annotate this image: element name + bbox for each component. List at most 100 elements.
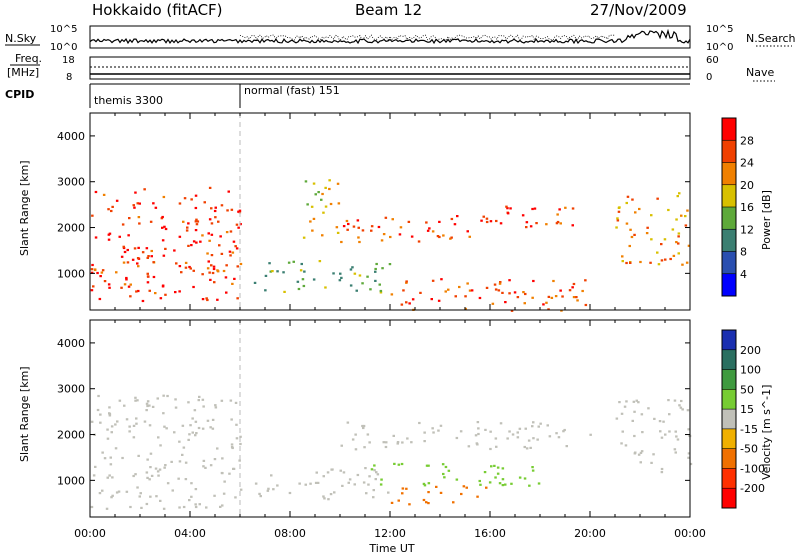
x-tick-label: 00:00 xyxy=(74,527,106,540)
scatter-cell xyxy=(258,492,261,495)
scatter-cell xyxy=(439,491,443,494)
colorbar-tick-label: 100 xyxy=(740,364,761,377)
colorbar-tick-label: 15 xyxy=(740,403,754,416)
scatter-cell xyxy=(450,217,454,221)
scatter-cell xyxy=(660,436,664,439)
scatter-cell xyxy=(618,206,621,209)
scatter-cell xyxy=(532,279,535,283)
scatter-cell xyxy=(184,478,188,481)
scatter-cell xyxy=(511,433,515,436)
scatter-cell xyxy=(377,225,381,229)
scatter-cell xyxy=(572,296,576,299)
scatter-cell xyxy=(454,295,457,298)
scatter-cell xyxy=(676,438,680,441)
nsky-trace xyxy=(89,28,691,45)
scatter-cell xyxy=(287,261,291,264)
scatter-cell xyxy=(194,434,197,437)
scatter-cell xyxy=(108,406,111,409)
scatter-cell xyxy=(201,398,205,401)
scatter-cell xyxy=(523,302,526,305)
scatter-cell xyxy=(202,459,206,462)
scatter-cell xyxy=(427,464,430,467)
scatter-cell xyxy=(452,501,455,504)
scatter-cell xyxy=(206,298,209,302)
scatter-cell xyxy=(354,448,358,451)
scatter-cell xyxy=(687,452,691,455)
nsky-strip: N.Sky 10^5 10^0 10^5 10^0 N.Search xyxy=(5,24,796,53)
scatter-cell xyxy=(442,472,445,476)
scatter-cell xyxy=(528,484,531,487)
scatter-cell xyxy=(501,478,505,481)
cpid-strip: CPID themis 3300 normal (fast) 151 xyxy=(5,83,690,108)
scatter-cell xyxy=(466,282,469,285)
scatter-cell xyxy=(621,255,624,258)
scatter-cell xyxy=(498,482,502,485)
scatter-cell xyxy=(304,483,307,486)
scatter-cell xyxy=(210,233,214,236)
scatter-cell xyxy=(220,204,224,207)
scatter-cell xyxy=(96,271,99,275)
scatter-cell xyxy=(384,445,388,449)
scatter-cell xyxy=(111,494,114,497)
scatter-cell xyxy=(633,410,636,413)
scatter-cell xyxy=(616,219,620,222)
scatter-cell xyxy=(484,428,487,431)
scatter-cell xyxy=(302,284,306,288)
scatter-cell xyxy=(173,431,176,434)
scatter-cell xyxy=(509,207,512,210)
scatter-cell xyxy=(625,201,628,205)
scatter-cell xyxy=(228,472,231,475)
scatter-cell xyxy=(633,233,636,236)
scatter-cell xyxy=(353,483,356,486)
scatter-cell xyxy=(431,279,435,282)
scatter-cell xyxy=(398,233,402,236)
scatter-cell xyxy=(410,235,414,238)
scatter-cell xyxy=(138,495,141,498)
scatter-cell xyxy=(411,298,415,301)
scatter-cell xyxy=(476,421,480,424)
scatter-cell xyxy=(405,280,408,283)
scatter-cell xyxy=(197,426,201,430)
scatter-cell xyxy=(336,182,340,185)
scatter-cell xyxy=(184,261,188,264)
scatter-cell xyxy=(531,425,534,428)
scatter-cell xyxy=(226,209,229,212)
scatter-cell xyxy=(134,473,137,476)
scatter-cell xyxy=(90,271,94,274)
scatter-cell xyxy=(501,484,505,487)
scatter-cell xyxy=(302,236,306,239)
scatter-cell xyxy=(232,467,235,470)
scatter-cell xyxy=(199,240,202,243)
scatter-cell xyxy=(110,425,114,428)
scatter-cell xyxy=(367,483,370,486)
scatter-cell xyxy=(531,296,534,299)
scatter-cell xyxy=(476,443,479,446)
scatter-cell xyxy=(382,441,385,444)
scatter-cell xyxy=(536,438,539,441)
scatter-cell xyxy=(427,482,431,485)
freq-tick-bottom: 8 xyxy=(66,72,72,83)
scatter-cell xyxy=(499,281,502,284)
scatter-cell xyxy=(314,193,317,196)
scatter-cell xyxy=(230,208,234,211)
scatter-cell xyxy=(137,289,140,293)
scatter-cell xyxy=(123,404,126,407)
scatter-cell xyxy=(192,285,195,289)
scatter-cell xyxy=(298,482,301,485)
scatter-cell xyxy=(396,441,400,444)
scatter-cell xyxy=(292,260,295,263)
scatter-cell xyxy=(390,293,394,296)
scatter-cell xyxy=(523,445,526,449)
scatter-cell xyxy=(491,302,495,305)
scatter-cell xyxy=(324,205,328,208)
scatter-cell xyxy=(187,401,190,404)
scatter-cell xyxy=(184,266,188,269)
scatter-cell xyxy=(97,394,100,398)
scatter-cell xyxy=(677,235,680,238)
scatter-cell xyxy=(641,431,644,434)
scatter-cell xyxy=(522,291,525,294)
scatter-cell xyxy=(236,297,239,300)
colorbar-swatch xyxy=(722,448,736,469)
scatter-cell xyxy=(508,279,511,282)
scatter-cell xyxy=(178,202,182,205)
